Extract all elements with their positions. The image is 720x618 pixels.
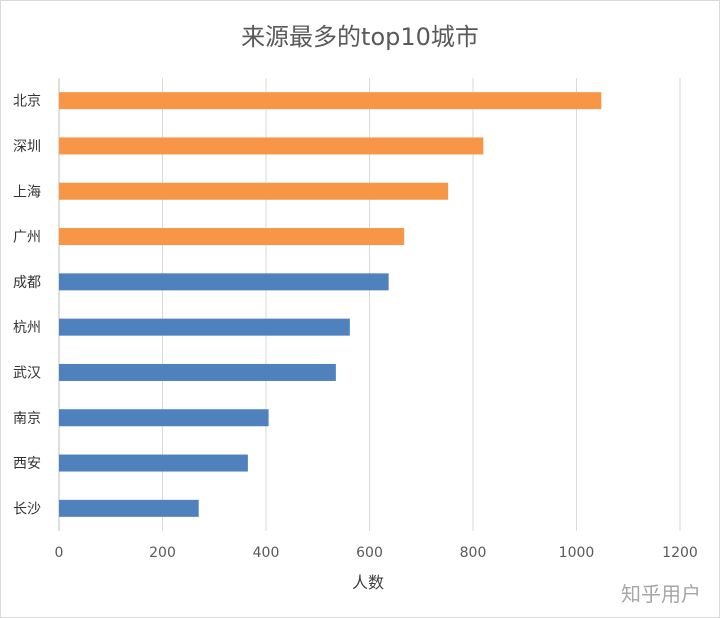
x-tick-label: 1200 <box>662 545 698 561</box>
x-tick-label: 1000 <box>559 545 595 561</box>
chart-title: 来源最多的top10城市 <box>241 23 479 51</box>
bar <box>59 273 389 291</box>
category-label: 广州 <box>13 230 41 246</box>
category-label: 南京 <box>13 411 41 427</box>
bar <box>59 409 269 427</box>
bar <box>59 499 199 517</box>
bars <box>59 92 602 517</box>
x-tick-label: 200 <box>149 545 176 561</box>
x-tick-label: 600 <box>356 545 383 561</box>
x-tick-labels: 0 200 400 600 800 1000 1200 <box>55 545 698 561</box>
category-label: 上海 <box>13 184 41 200</box>
x-tick-label: 400 <box>253 545 280 561</box>
bar <box>59 228 405 246</box>
x-axis-label: 人数 <box>352 573 384 592</box>
bar <box>59 137 484 155</box>
category-label: 长沙 <box>13 501 41 517</box>
category-label: 成都 <box>13 275 41 291</box>
x-tick-label: 800 <box>460 545 487 561</box>
x-tick-label: 0 <box>55 545 64 561</box>
bar <box>59 182 449 200</box>
watermark-text: 知乎用户 <box>621 582 701 606</box>
category-label: 武汉 <box>13 365 41 381</box>
category-label: 西安 <box>13 456 41 472</box>
bar <box>59 92 602 110</box>
bar <box>59 318 350 336</box>
bar <box>59 363 336 381</box>
bar <box>59 454 248 472</box>
category-label: 杭州 <box>13 320 41 336</box>
category-label: 北京 <box>13 94 41 110</box>
category-label: 深圳 <box>13 139 41 155</box>
